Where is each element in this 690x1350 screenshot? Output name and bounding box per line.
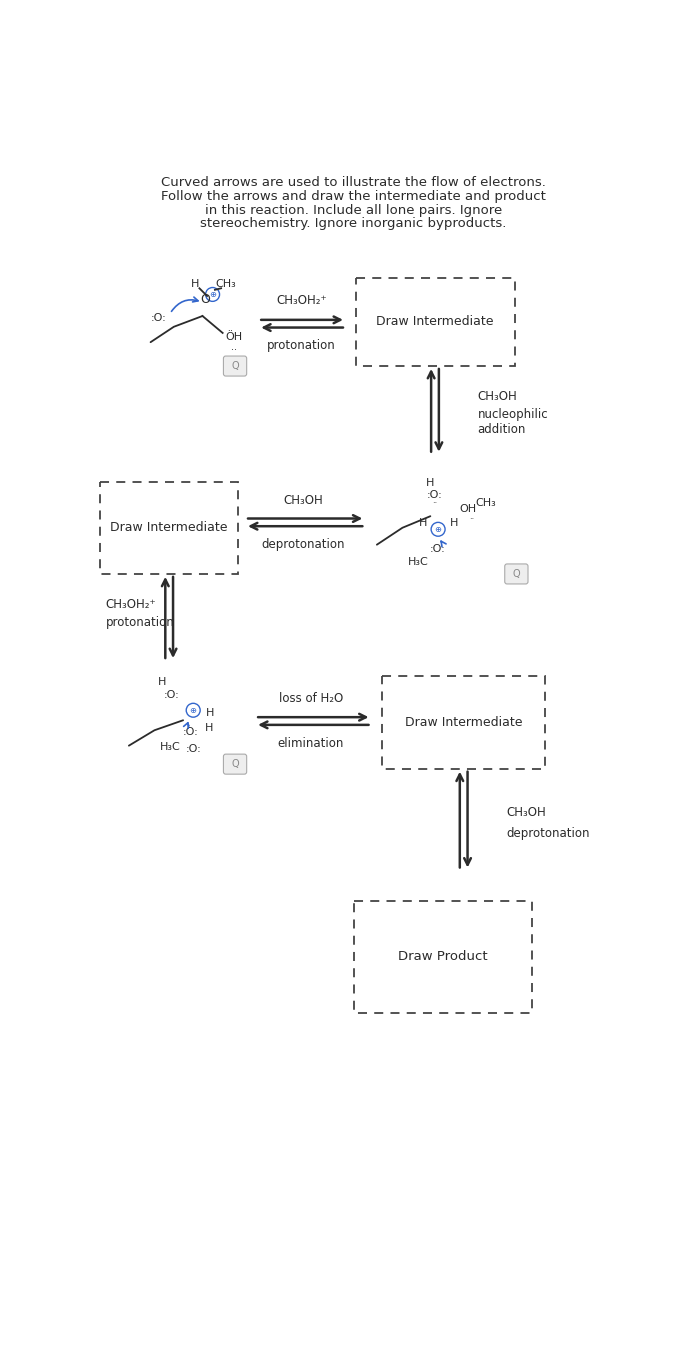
- Text: :O:: :O:: [431, 544, 446, 555]
- FancyBboxPatch shape: [505, 564, 528, 585]
- Text: H: H: [449, 518, 457, 528]
- Text: nucleophilic: nucleophilic: [477, 408, 549, 421]
- Text: :O:: :O:: [186, 744, 201, 753]
- FancyArrowPatch shape: [441, 541, 446, 547]
- Text: Draw Intermediate: Draw Intermediate: [405, 716, 522, 729]
- Text: :O:: :O:: [427, 490, 443, 501]
- Text: CH₃: CH₃: [215, 278, 236, 289]
- Text: ⊕: ⊕: [435, 525, 442, 533]
- Text: H: H: [420, 518, 428, 528]
- Text: ÖH: ÖH: [225, 332, 242, 342]
- Bar: [100, 482, 238, 574]
- Text: H: H: [426, 478, 435, 489]
- Text: H: H: [190, 278, 199, 289]
- FancyBboxPatch shape: [224, 755, 247, 774]
- Text: :O:: :O:: [183, 726, 199, 737]
- Text: CH₃OH₂⁺: CH₃OH₂⁺: [277, 294, 327, 306]
- Text: addition: addition: [477, 424, 526, 436]
- Text: deprotonation: deprotonation: [506, 828, 590, 840]
- Text: ..: ..: [230, 342, 237, 352]
- Text: Q: Q: [231, 360, 239, 371]
- Text: Follow the arrows and draw the intermediate and product: Follow the arrows and draw the intermedi…: [161, 190, 546, 202]
- Text: stereochemistry. Ignore inorganic byproducts.: stereochemistry. Ignore inorganic byprod…: [200, 217, 507, 231]
- Text: in this reaction. Include all lone pairs. Ignore: in this reaction. Include all lone pairs…: [205, 204, 502, 216]
- Text: ..: ..: [433, 497, 437, 505]
- Text: H₃C: H₃C: [159, 743, 180, 752]
- Text: Draw Product: Draw Product: [398, 950, 488, 963]
- Text: CH₃OH: CH₃OH: [284, 494, 323, 508]
- Text: H: H: [204, 724, 213, 733]
- Text: :O:: :O:: [150, 313, 166, 323]
- Bar: [353, 902, 532, 1012]
- Text: ..: ..: [470, 512, 475, 521]
- Text: H₃C: H₃C: [408, 556, 428, 567]
- Text: O: O: [201, 293, 210, 305]
- FancyArrowPatch shape: [184, 722, 189, 729]
- Text: H: H: [206, 707, 215, 718]
- Text: Draw Intermediate: Draw Intermediate: [110, 521, 228, 535]
- Text: loss of H₂O: loss of H₂O: [279, 693, 343, 705]
- FancyBboxPatch shape: [224, 356, 247, 377]
- Text: ⊕: ⊕: [190, 706, 197, 714]
- Text: Q: Q: [513, 568, 520, 579]
- Text: protonation: protonation: [106, 616, 175, 629]
- Text: protonation: protonation: [267, 339, 336, 352]
- Text: CH₃OH: CH₃OH: [477, 390, 518, 404]
- Bar: [382, 676, 545, 768]
- Text: CH₃OH: CH₃OH: [506, 806, 546, 819]
- Text: CH₃: CH₃: [475, 498, 495, 508]
- Text: H: H: [158, 676, 166, 687]
- Text: OH: OH: [459, 504, 476, 513]
- FancyArrowPatch shape: [172, 297, 198, 312]
- Text: Draw Intermediate: Draw Intermediate: [376, 315, 494, 328]
- Text: CH₃OH₂⁺: CH₃OH₂⁺: [106, 598, 156, 612]
- Bar: [356, 278, 515, 366]
- Text: Q: Q: [231, 759, 239, 769]
- Text: elimination: elimination: [278, 737, 344, 749]
- Text: deprotonation: deprotonation: [262, 539, 345, 551]
- Text: Curved arrows are used to illustrate the flow of electrons.: Curved arrows are used to illustrate the…: [161, 176, 546, 189]
- Text: :O:: :O:: [164, 690, 179, 699]
- Text: ⊕: ⊕: [209, 290, 216, 298]
